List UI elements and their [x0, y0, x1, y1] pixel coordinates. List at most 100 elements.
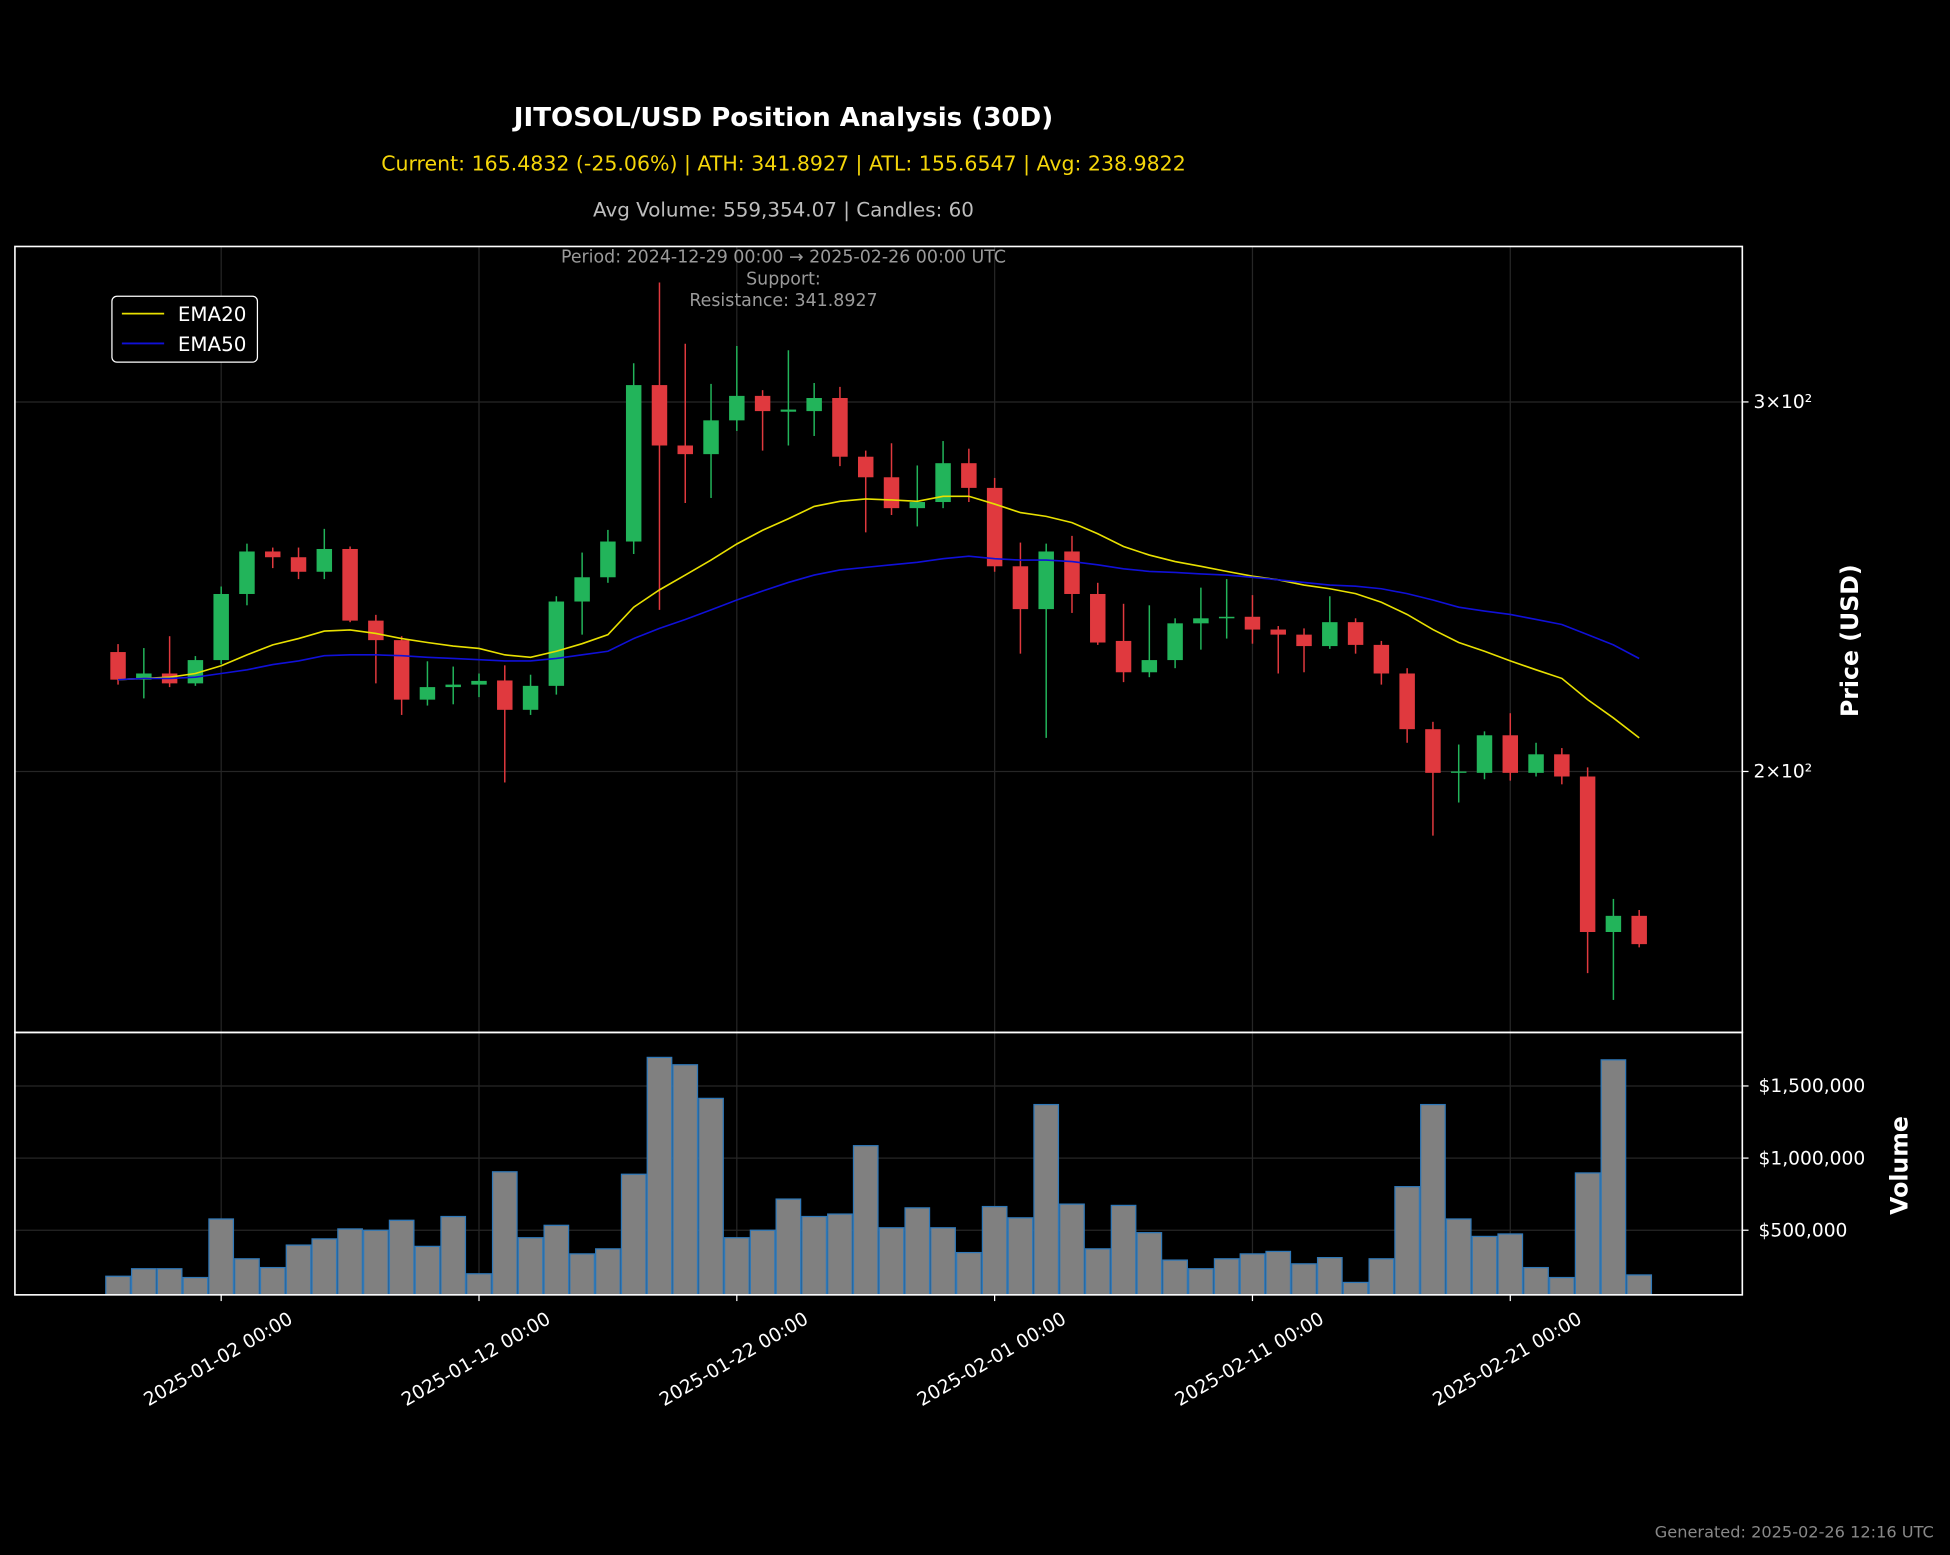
volume-bar: [130, 1268, 157, 1296]
candle-body: [393, 640, 410, 700]
volume-bar: [852, 1145, 879, 1296]
volume-bar: [517, 1237, 544, 1296]
volume-bar: [1265, 1250, 1292, 1296]
volume-bar: [234, 1258, 260, 1296]
volume-bar: [156, 1268, 183, 1296]
volume-bar: [801, 1215, 828, 1296]
candle-body: [1425, 729, 1441, 773]
candle-body: [1554, 754, 1570, 777]
candle-body: [677, 445, 693, 455]
y-tick-label: 3×10²: [1754, 392, 1813, 413]
candle-body: [110, 652, 126, 680]
annotation: Period: 2024-12-29 00:00 → 2025-02-26 00…: [561, 248, 1006, 268]
candle-body: [497, 680, 513, 710]
volume-bar: [698, 1097, 724, 1296]
volume-bar: [466, 1273, 492, 1296]
candle-body: [1244, 616, 1261, 630]
volume-bar: [208, 1218, 235, 1296]
volume-bar: [1445, 1218, 1472, 1296]
info-line: Avg Volume: 559,354.07 | Candles: 60: [593, 199, 974, 222]
volume-bar: [1471, 1235, 1498, 1296]
candle-body: [445, 684, 461, 688]
volume-bar: [337, 1228, 363, 1296]
volume-bar: [827, 1213, 853, 1296]
volume-bar: [363, 1229, 389, 1296]
candle-body: [1270, 629, 1286, 635]
candle-body: [935, 463, 951, 503]
candle-body: [136, 673, 152, 680]
annotation: Support:: [746, 269, 821, 289]
volume-bar: [543, 1224, 570, 1296]
candle-body: [1167, 623, 1183, 661]
candle-body: [806, 398, 822, 412]
candle-body: [1605, 915, 1622, 933]
volume-bar: [1316, 1257, 1343, 1296]
candle-body: [1090, 593, 1106, 643]
candle-body: [1631, 915, 1647, 945]
y-axis-label: Price (USD): [1836, 564, 1864, 717]
candle-body: [703, 420, 719, 455]
volume-bar: [1548, 1276, 1575, 1296]
volume-bar: [1110, 1204, 1137, 1296]
candle-body: [1296, 634, 1312, 647]
candle-body: [1579, 776, 1596, 933]
legend-label: EMA20: [178, 303, 247, 326]
candle-body: [548, 601, 565, 686]
candle-body: [909, 502, 926, 509]
candle-body: [857, 456, 874, 478]
candle-body: [729, 395, 745, 421]
volume-bar: [1136, 1232, 1163, 1296]
candle-body: [290, 557, 307, 572]
candle-body: [1115, 640, 1132, 673]
candle-body: [1193, 618, 1209, 624]
y-axis-label: Volume: [1886, 1116, 1914, 1215]
ema-line: [118, 555, 1640, 681]
candle-body: [961, 463, 977, 488]
candle-body: [239, 551, 255, 594]
candle-body: [213, 593, 229, 661]
candle-body: [780, 409, 797, 412]
candle-body: [651, 385, 668, 446]
volume-bar: [595, 1248, 621, 1296]
volume-bar: [569, 1253, 595, 1296]
footer: Generated: 2025-02-26 12:16 UTC: [1655, 1522, 1934, 1541]
volume-bar: [285, 1244, 312, 1296]
volume-bar: [930, 1227, 956, 1296]
volume-bar: [1600, 1059, 1627, 1296]
volume-bar: [105, 1275, 131, 1296]
candle-body: [625, 385, 642, 542]
candle-body: [1038, 551, 1054, 610]
volume-bar: [1007, 1217, 1034, 1296]
volume-bar: [1239, 1253, 1266, 1296]
candle-body: [1528, 754, 1544, 773]
candle-body: [754, 395, 771, 412]
volume-bar: [1420, 1103, 1446, 1296]
volume-bar: [1368, 1258, 1395, 1296]
candle-body: [986, 487, 1003, 567]
candle-body: [1450, 771, 1467, 773]
candle-body: [419, 687, 436, 700]
candle-body: [1141, 660, 1158, 673]
volume-bar: [1213, 1258, 1240, 1296]
candle-body: [342, 548, 358, 621]
candle-body: [1064, 551, 1080, 594]
volume-bar: [414, 1245, 441, 1296]
y-tick-label: 2×10²: [1754, 762, 1813, 783]
y-tick-label: $500,000: [1758, 1220, 1847, 1241]
volume-bar: [1497, 1233, 1524, 1296]
volume-bar: [672, 1064, 699, 1296]
candle-body: [368, 620, 384, 641]
volume-bar: [1059, 1203, 1085, 1296]
volume-bar: [646, 1056, 673, 1296]
candle-body: [1218, 616, 1235, 619]
volume-bar: [981, 1205, 1008, 1296]
volume-bar: [311, 1238, 338, 1296]
candle-body: [265, 551, 281, 558]
volume-bar: [1626, 1274, 1653, 1296]
volume-bar: [1033, 1103, 1060, 1296]
candle-body: [832, 398, 848, 457]
candle-body: [1012, 566, 1029, 610]
candle-body: [1399, 673, 1415, 730]
